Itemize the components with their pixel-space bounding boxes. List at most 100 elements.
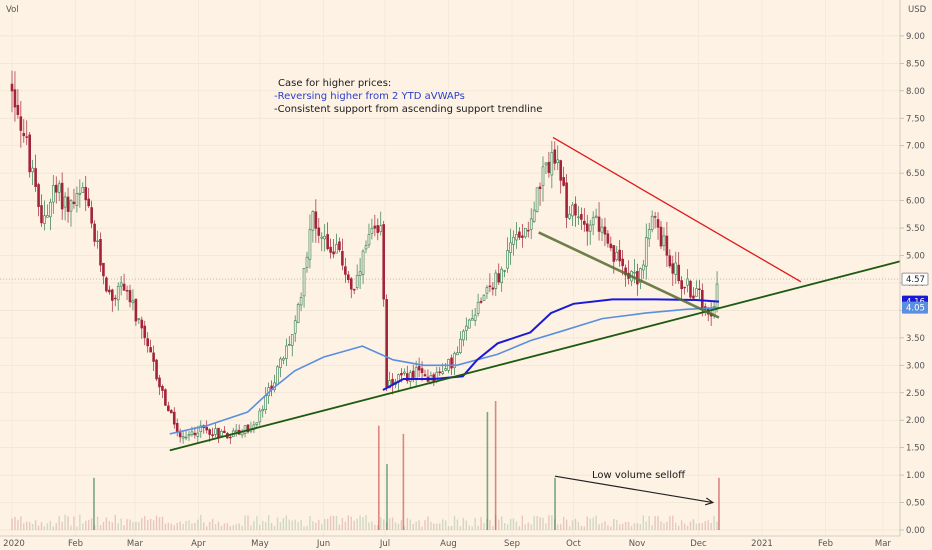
candle-body <box>491 287 495 290</box>
volume-bar <box>480 517 482 530</box>
candle-body <box>594 215 598 218</box>
volume-bar <box>613 519 615 530</box>
volume-bar <box>73 516 75 530</box>
volume-bar <box>356 518 358 530</box>
annotation-line-avwap: -Reversing higher from 2 YTD aVWAPs <box>274 91 465 102</box>
trendline-descending-resistance[interactable] <box>552 136 802 283</box>
candle-body <box>122 283 126 291</box>
volume-bar <box>589 518 591 530</box>
candle-body <box>668 255 672 267</box>
volume-bar <box>362 517 364 530</box>
candle-body <box>400 373 403 376</box>
volume-bar <box>592 517 594 530</box>
candle-body <box>388 380 391 389</box>
volume-bar <box>79 514 81 530</box>
volume-bar <box>173 525 175 530</box>
candle-body <box>54 184 58 193</box>
candle-body <box>258 410 262 423</box>
volume-bar <box>67 516 69 530</box>
volume-bar <box>680 520 683 530</box>
volume-bar <box>37 525 40 530</box>
avwap-light-blue <box>169 306 720 435</box>
volume-bar <box>321 523 323 530</box>
volume-bar <box>701 523 703 530</box>
y-tick-label: 0.00 <box>906 526 925 536</box>
volume-bar <box>698 523 701 530</box>
candle-body <box>119 282 123 287</box>
price-badge: 4.57 <box>901 272 929 286</box>
volume-spike <box>554 477 556 530</box>
volume-bar <box>247 515 249 530</box>
annotation-volume-note: Low volume selloff <box>592 470 686 481</box>
candle-body <box>199 425 203 433</box>
volume-bar <box>619 524 621 530</box>
volume-bar <box>459 526 462 530</box>
candle-body <box>78 192 82 195</box>
volume-bar <box>663 523 665 530</box>
candle-body <box>562 177 565 186</box>
volume-bar <box>170 523 172 530</box>
trendline-descending-support[interactable] <box>538 231 720 319</box>
candle-body <box>320 236 324 239</box>
y-tick-label: 8.50 <box>906 59 925 69</box>
x-tick-label: Feb <box>68 539 83 549</box>
y-tick-label: 7.50 <box>906 114 925 124</box>
candle-body <box>96 240 99 242</box>
candle-body <box>459 338 462 353</box>
volume-bar <box>669 516 671 530</box>
candle-body <box>323 236 327 240</box>
candle-body <box>497 273 501 283</box>
candle-body <box>689 280 692 298</box>
candle-body <box>482 294 486 301</box>
volume-bar <box>117 523 119 530</box>
candle-body <box>379 225 383 232</box>
candle-body <box>217 427 220 438</box>
candle-body <box>63 196 67 208</box>
price-badge-label: 4.05 <box>906 304 925 314</box>
y-tick-label: 2.00 <box>906 416 925 426</box>
volume-bar <box>155 515 158 530</box>
candle-body <box>211 434 214 437</box>
candle-body <box>435 371 439 382</box>
x-tick-label: Apr <box>191 539 206 549</box>
candle-body <box>373 225 377 229</box>
candle-body <box>285 345 288 359</box>
volume-bar <box>397 523 400 530</box>
volume-bar <box>468 525 470 530</box>
volume-bar <box>335 515 338 530</box>
trendline-ascending-support[interactable] <box>169 260 902 452</box>
candle-body <box>473 314 477 321</box>
volume-bar <box>616 520 618 530</box>
volume-bar <box>188 520 190 530</box>
volume-bar <box>217 521 220 530</box>
candle-body <box>355 275 359 288</box>
candle-body <box>441 371 445 374</box>
volume-bar <box>374 524 376 530</box>
candle-body <box>535 187 539 213</box>
candle-body <box>338 241 341 251</box>
candle-body <box>308 229 312 260</box>
candle-body <box>411 370 415 378</box>
candle-body <box>476 302 480 314</box>
candle-body <box>680 280 683 290</box>
candle-body <box>69 200 73 212</box>
volume-bar <box>223 523 226 530</box>
volume-bar <box>624 522 627 530</box>
candle-body <box>695 288 698 297</box>
candle-body <box>692 295 695 299</box>
volume-bar <box>158 517 161 530</box>
price-badge-label: 4.57 <box>906 275 925 285</box>
volume-bar <box>270 523 273 530</box>
candle-body <box>526 229 530 232</box>
volume-bar <box>17 519 19 530</box>
candle-body <box>19 116 23 131</box>
time-axis-bg <box>0 536 932 550</box>
x-tick-label: Jul <box>379 539 390 549</box>
candle-body <box>128 290 132 303</box>
volume-bar <box>639 523 642 530</box>
candle-body <box>190 431 194 435</box>
volume-bar <box>309 516 311 530</box>
x-tick-label: 2021 <box>751 539 773 549</box>
volume-bar <box>26 521 28 530</box>
